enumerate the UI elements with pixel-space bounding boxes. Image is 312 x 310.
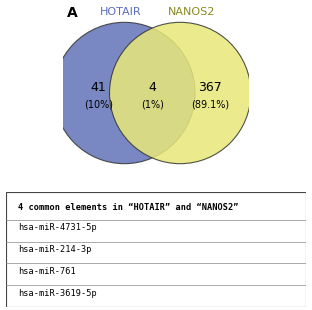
Text: 367: 367 (198, 81, 222, 94)
Text: hsa-miR-4731-5p: hsa-miR-4731-5p (18, 223, 97, 232)
Circle shape (54, 22, 195, 164)
Text: (89.1%): (89.1%) (191, 99, 229, 109)
Text: hsa-miR-214-3p: hsa-miR-214-3p (18, 245, 92, 254)
Text: (10%): (10%) (84, 99, 113, 109)
Text: hsa-miR-3619-5p: hsa-miR-3619-5p (18, 289, 97, 298)
Circle shape (110, 22, 251, 164)
Text: 4: 4 (148, 81, 156, 94)
Text: NANOS2: NANOS2 (168, 7, 215, 17)
Text: 4 common elements in “HOTAIR” and “NANOS2”: 4 common elements in “HOTAIR” and “NANOS… (18, 202, 239, 211)
Text: HOTAIR: HOTAIR (100, 7, 141, 17)
Text: (1%): (1%) (141, 99, 164, 109)
Text: hsa-miR-761: hsa-miR-761 (18, 267, 76, 276)
Text: A: A (67, 6, 77, 20)
Text: 41: 41 (90, 81, 106, 94)
